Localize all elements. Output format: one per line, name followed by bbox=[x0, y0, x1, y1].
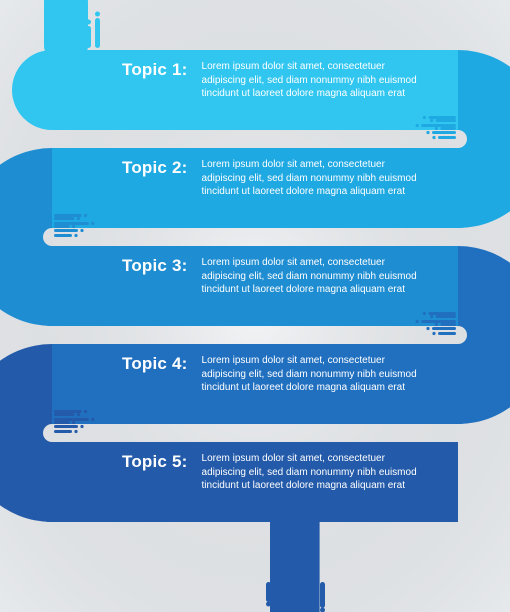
topic-row-3: Topic 3: Lorem ipsum dolor sit amet, con… bbox=[122, 256, 432, 297]
topic-row-5: Topic 5: Lorem ipsum dolor sit amet, con… bbox=[122, 452, 432, 493]
topic-body-4: Lorem ipsum dolor sit amet, consectetuer… bbox=[202, 354, 432, 395]
topic-label-3: Topic 3: bbox=[122, 256, 188, 276]
topic-body-2: Lorem ipsum dolor sit amet, consectetuer… bbox=[202, 158, 432, 199]
topic-body-5: Lorem ipsum dolor sit amet, consectetuer… bbox=[202, 452, 432, 493]
topic-label-4: Topic 4: bbox=[122, 354, 188, 374]
topic-row-1: Topic 1: Lorem ipsum dolor sit amet, con… bbox=[122, 60, 432, 101]
topic-row-4: Topic 4: Lorem ipsum dolor sit amet, con… bbox=[122, 354, 432, 395]
topic-label-5: Topic 5: bbox=[122, 452, 188, 472]
topic-label-1: Topic 1: bbox=[122, 60, 188, 80]
infographic-canvas: Topic 1: Lorem ipsum dolor sit amet, con… bbox=[0, 0, 510, 612]
topic-body-1: Lorem ipsum dolor sit amet, consectetuer… bbox=[202, 60, 432, 101]
topic-label-2: Topic 2: bbox=[122, 158, 188, 178]
topic-row-2: Topic 2: Lorem ipsum dolor sit amet, con… bbox=[122, 158, 432, 199]
topic-body-3: Lorem ipsum dolor sit amet, consectetuer… bbox=[202, 256, 432, 297]
